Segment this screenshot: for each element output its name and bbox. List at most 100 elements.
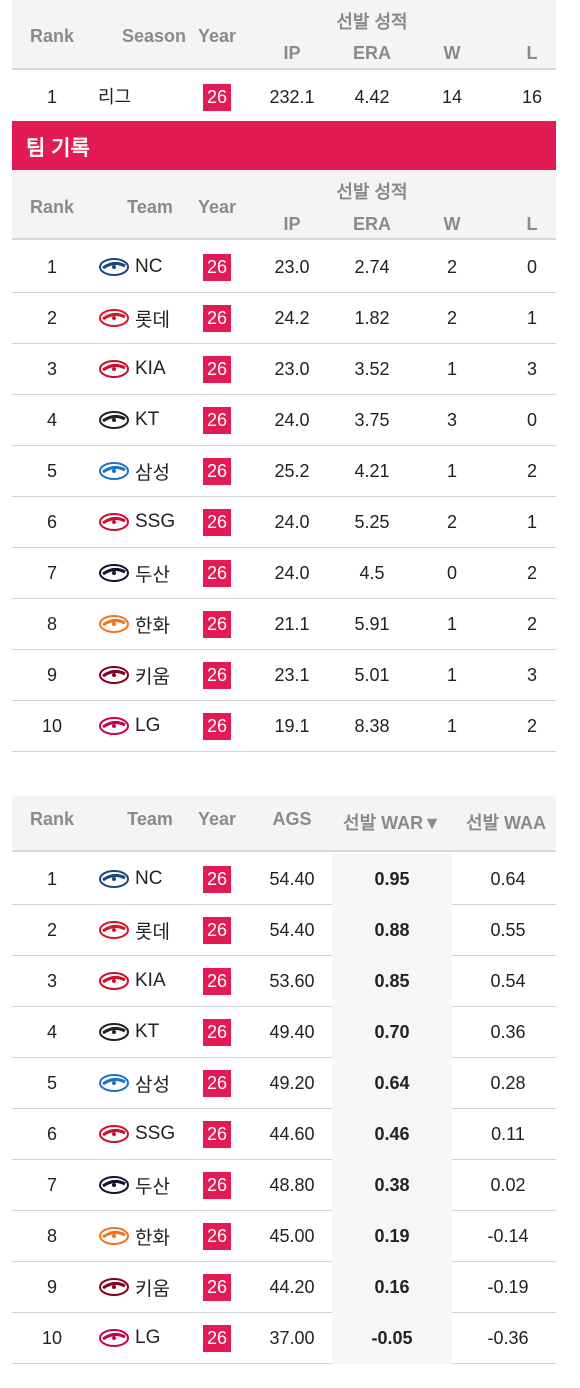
team-link[interactable]: 롯데 bbox=[98, 905, 170, 955]
team-link[interactable]: 삼성 bbox=[98, 446, 170, 496]
w-cell: 1 bbox=[446, 359, 457, 379]
w-cell: 14 bbox=[441, 87, 463, 107]
team-record-banner: 팀 기록 bbox=[12, 121, 556, 170]
w-cell: 3 bbox=[446, 410, 457, 430]
era-cell: 1.82 bbox=[354, 308, 390, 328]
table-row: 2 롯데 26 54.40 0.88 0.55 bbox=[12, 905, 556, 956]
group-starting-record: 선발 성적 bbox=[336, 182, 408, 202]
heroes-logo-icon bbox=[98, 1277, 130, 1297]
team-name: LG bbox=[135, 715, 161, 736]
lions-logo-icon bbox=[98, 1073, 130, 1093]
ags-cell: 48.80 bbox=[269, 1175, 315, 1195]
team-name: 롯데 bbox=[135, 921, 170, 943]
rank-cell: 8 bbox=[46, 614, 57, 634]
team-link[interactable]: 키움 bbox=[98, 1262, 170, 1312]
ags-cell: 45.00 bbox=[269, 1226, 315, 1246]
team-link[interactable]: 두산 bbox=[98, 1160, 170, 1210]
col-w[interactable]: W bbox=[443, 43, 461, 63]
rank-cell: 10 bbox=[41, 716, 63, 736]
ip-cell: 19.1 bbox=[274, 716, 310, 736]
team-link[interactable]: 두산 bbox=[98, 548, 170, 598]
col-team[interactable]: Team bbox=[127, 197, 173, 217]
bears-logo-icon bbox=[98, 563, 130, 583]
year-badge: 26 bbox=[203, 713, 231, 740]
table-row: 1 NC 26 54.40 0.95 0.64 bbox=[12, 854, 556, 905]
team-link[interactable]: SSG bbox=[98, 1109, 175, 1159]
team-name: 키움 bbox=[135, 1278, 170, 1300]
team-link[interactable]: LG bbox=[98, 1313, 160, 1363]
team-link[interactable]: 삼성 bbox=[98, 1058, 170, 1108]
year-badge: 26 bbox=[203, 866, 231, 893]
team-link[interactable]: KT bbox=[98, 1007, 159, 1057]
rank-cell: 9 bbox=[46, 1277, 57, 1297]
team-link[interactable]: 한화 bbox=[98, 599, 170, 649]
table-row: 7 두산 26 48.80 0.38 0.02 bbox=[12, 1160, 556, 1211]
team-name: LG bbox=[135, 1327, 161, 1348]
team-link[interactable]: NC bbox=[98, 242, 162, 292]
waa-cell: -0.36 bbox=[487, 1328, 529, 1348]
war-highlight bbox=[332, 956, 452, 1007]
w-cell: 1 bbox=[446, 665, 457, 685]
rank-cell: 3 bbox=[46, 971, 57, 991]
year-badge: 26 bbox=[203, 1121, 231, 1148]
col-era[interactable]: ERA bbox=[352, 43, 391, 63]
l-cell: 1 bbox=[526, 512, 537, 532]
col-era[interactable]: ERA bbox=[352, 214, 391, 234]
table-row: 2 롯데 26 24.2 1.82 2 1 bbox=[12, 293, 556, 344]
w-cell: 1 bbox=[446, 614, 457, 634]
team-link[interactable]: NC bbox=[98, 854, 162, 904]
col-rank[interactable]: Rank bbox=[29, 809, 74, 829]
rank-cell: 4 bbox=[46, 1022, 57, 1042]
col-rank[interactable]: Rank bbox=[29, 26, 74, 46]
col-year[interactable]: Year bbox=[197, 197, 237, 217]
era-cell: 4.42 bbox=[354, 87, 390, 107]
col-w[interactable]: W bbox=[443, 214, 461, 234]
col-year[interactable]: Year bbox=[197, 26, 237, 46]
year-badge: 26 bbox=[203, 509, 231, 536]
bears-logo-icon bbox=[98, 1175, 130, 1195]
team-link[interactable]: KIA bbox=[98, 344, 166, 394]
team-name: 삼성 bbox=[135, 1074, 170, 1096]
waa-cell: 0.11 bbox=[491, 1124, 525, 1144]
col-ip[interactable]: IP bbox=[283, 214, 301, 234]
team-link[interactable]: 롯데 bbox=[98, 293, 170, 343]
col-starting-waa[interactable]: 선발 WAA bbox=[465, 813, 547, 833]
team-name: 한화 bbox=[135, 1227, 170, 1249]
war-cell: 0.95 bbox=[374, 869, 410, 889]
war-table-header: Rank Team Year AGS 선발 WAR▼ 선발 WAA bbox=[12, 796, 556, 852]
col-team[interactable]: Team bbox=[127, 809, 173, 829]
rank-cell: 9 bbox=[46, 665, 57, 685]
war-highlight bbox=[332, 1262, 452, 1313]
year-badge: 26 bbox=[203, 1274, 231, 1301]
col-ags[interactable]: AGS bbox=[272, 809, 312, 829]
war-cell: 0.38 bbox=[374, 1175, 410, 1195]
col-l[interactable]: L bbox=[526, 43, 538, 63]
landers-logo-icon bbox=[98, 512, 130, 532]
year-badge: 26 bbox=[203, 305, 231, 332]
col-l[interactable]: L bbox=[526, 214, 538, 234]
team-name: NC bbox=[135, 256, 163, 277]
ip-cell: 25.2 bbox=[274, 461, 310, 481]
waa-cell: -0.19 bbox=[487, 1277, 529, 1297]
ip-cell: 23.0 bbox=[274, 257, 310, 277]
col-starting-war[interactable]: 선발 WAR▼ bbox=[343, 813, 441, 833]
rank-cell: 7 bbox=[46, 1175, 57, 1195]
team-link[interactable]: LG bbox=[98, 701, 160, 751]
ktwiz-logo-icon bbox=[98, 410, 130, 430]
heroes-logo-icon bbox=[98, 665, 130, 685]
ags-cell: 37.00 bbox=[269, 1328, 315, 1348]
team-link[interactable]: KT bbox=[98, 395, 159, 445]
team-name: KIA bbox=[135, 970, 166, 991]
war-highlight bbox=[332, 1313, 452, 1364]
team-name: SSG bbox=[135, 1123, 176, 1144]
team-link[interactable]: KIA bbox=[98, 956, 166, 1006]
col-season[interactable]: Season bbox=[121, 26, 187, 46]
col-rank[interactable]: Rank bbox=[29, 197, 74, 217]
col-ip[interactable]: IP bbox=[283, 43, 301, 63]
team-link[interactable]: SSG bbox=[98, 497, 175, 547]
team-link[interactable]: 한화 bbox=[98, 1211, 170, 1261]
col-year[interactable]: Year bbox=[197, 809, 237, 829]
year-badge: 26 bbox=[203, 560, 231, 587]
ip-cell: 23.0 bbox=[274, 359, 310, 379]
team-link[interactable]: 키움 bbox=[98, 650, 170, 700]
